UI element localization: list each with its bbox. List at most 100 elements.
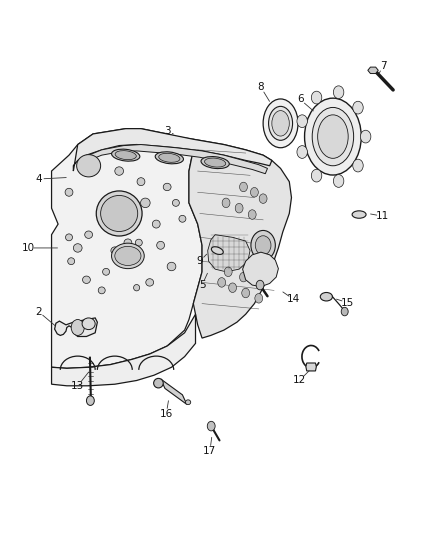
Ellipse shape (211, 247, 223, 254)
Ellipse shape (320, 293, 332, 301)
Text: 14: 14 (286, 294, 300, 304)
Ellipse shape (159, 154, 180, 163)
Circle shape (254, 236, 270, 255)
Text: 2: 2 (35, 306, 42, 317)
Circle shape (71, 319, 84, 335)
Text: 4: 4 (35, 174, 42, 184)
Ellipse shape (82, 318, 95, 329)
Polygon shape (160, 379, 186, 405)
Ellipse shape (201, 157, 229, 168)
Ellipse shape (111, 243, 144, 269)
Text: 11: 11 (375, 211, 388, 221)
Circle shape (311, 91, 321, 104)
Ellipse shape (155, 152, 183, 164)
Ellipse shape (77, 155, 100, 177)
Circle shape (258, 194, 266, 204)
Ellipse shape (179, 215, 185, 222)
Circle shape (340, 308, 347, 316)
Circle shape (332, 175, 343, 187)
Circle shape (239, 272, 247, 282)
Text: 6: 6 (296, 94, 303, 104)
Circle shape (217, 278, 225, 287)
Ellipse shape (172, 199, 179, 206)
Polygon shape (51, 314, 195, 386)
Text: 8: 8 (257, 82, 264, 92)
Polygon shape (207, 235, 250, 272)
Circle shape (86, 396, 94, 406)
Ellipse shape (82, 276, 90, 284)
Polygon shape (73, 128, 271, 171)
Ellipse shape (133, 285, 139, 291)
Ellipse shape (73, 244, 82, 252)
Circle shape (224, 267, 232, 277)
Text: 7: 7 (379, 61, 385, 71)
Ellipse shape (115, 246, 141, 265)
Ellipse shape (111, 247, 118, 254)
Polygon shape (305, 363, 316, 371)
Ellipse shape (98, 287, 105, 294)
Polygon shape (51, 128, 201, 368)
Circle shape (254, 294, 262, 303)
Ellipse shape (152, 220, 160, 228)
Ellipse shape (85, 231, 92, 238)
Circle shape (222, 198, 230, 208)
Text: 13: 13 (71, 381, 84, 391)
Ellipse shape (115, 167, 123, 175)
Text: 17: 17 (203, 446, 216, 456)
Ellipse shape (262, 99, 297, 148)
Text: 12: 12 (292, 375, 305, 385)
Ellipse shape (65, 188, 73, 196)
Ellipse shape (268, 107, 292, 140)
Circle shape (352, 101, 362, 114)
Ellipse shape (137, 177, 145, 185)
Polygon shape (188, 139, 291, 338)
Ellipse shape (96, 191, 142, 236)
Text: 10: 10 (22, 243, 35, 253)
Polygon shape (82, 144, 267, 174)
Circle shape (228, 283, 236, 293)
Ellipse shape (163, 183, 171, 191)
Ellipse shape (153, 378, 163, 388)
Circle shape (360, 130, 370, 143)
Circle shape (235, 204, 243, 213)
Text: 9: 9 (196, 256, 203, 266)
Text: 3: 3 (163, 126, 170, 136)
Circle shape (311, 169, 321, 182)
Ellipse shape (167, 262, 176, 271)
Ellipse shape (317, 115, 347, 158)
Ellipse shape (67, 258, 74, 265)
Ellipse shape (65, 234, 72, 241)
Circle shape (352, 159, 362, 172)
Circle shape (241, 288, 249, 298)
Ellipse shape (115, 151, 136, 160)
Polygon shape (242, 252, 278, 287)
Ellipse shape (311, 108, 353, 166)
Text: 5: 5 (198, 280, 205, 290)
Text: 15: 15 (340, 297, 353, 308)
Ellipse shape (304, 98, 360, 175)
Circle shape (248, 210, 255, 219)
Ellipse shape (135, 239, 142, 246)
Ellipse shape (204, 158, 225, 167)
Ellipse shape (145, 279, 153, 286)
Text: 16: 16 (159, 409, 173, 419)
Ellipse shape (102, 268, 110, 275)
Polygon shape (367, 67, 378, 74)
Ellipse shape (100, 196, 138, 231)
Circle shape (250, 188, 258, 197)
Ellipse shape (185, 400, 190, 405)
Ellipse shape (156, 241, 164, 249)
Ellipse shape (111, 149, 140, 161)
Ellipse shape (271, 111, 289, 136)
Circle shape (207, 421, 215, 431)
Circle shape (332, 86, 343, 99)
Ellipse shape (124, 239, 131, 246)
Ellipse shape (140, 198, 150, 208)
Circle shape (296, 115, 307, 127)
Circle shape (239, 182, 247, 192)
Circle shape (296, 146, 307, 158)
Circle shape (251, 230, 275, 260)
Polygon shape (54, 318, 97, 336)
Ellipse shape (351, 211, 365, 218)
Circle shape (255, 280, 263, 290)
